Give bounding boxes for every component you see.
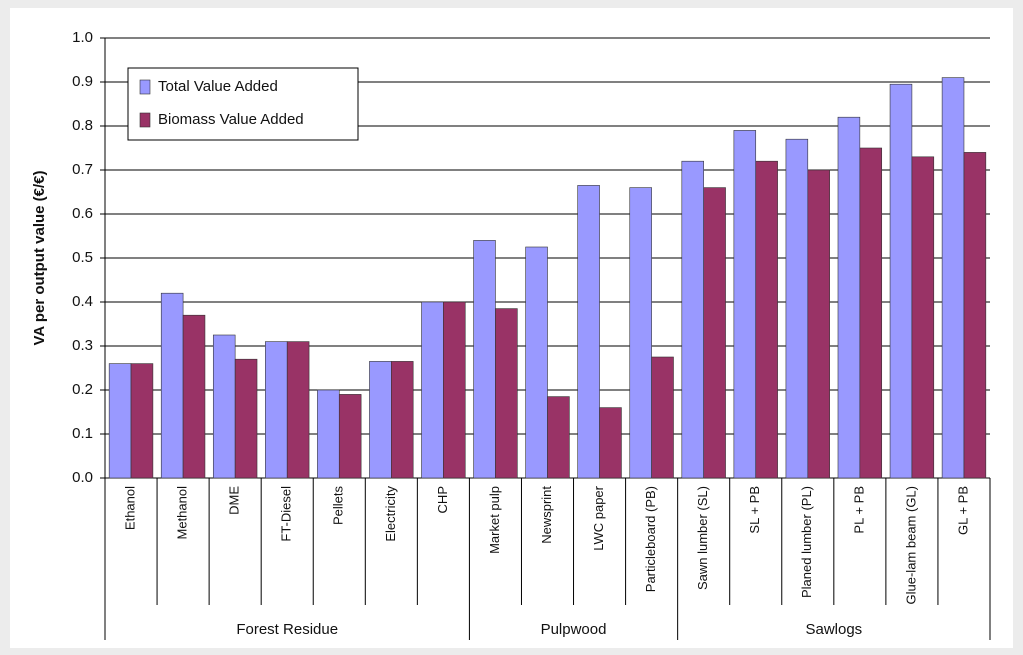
x-tick-label: GL + PB <box>955 486 970 535</box>
bar <box>286 341 310 479</box>
bar <box>859 147 883 479</box>
bar <box>703 187 726 479</box>
y-tick-label: 0.3 <box>72 337 93 354</box>
bar <box>495 308 518 479</box>
y-tick-label: 0.0 <box>72 469 93 486</box>
bar <box>755 160 778 479</box>
bar <box>837 116 861 479</box>
x-tick-label: CHP <box>435 486 450 513</box>
legend-label: Total Value Added <box>158 78 278 95</box>
bar <box>911 156 935 479</box>
bar <box>160 292 184 479</box>
x-tick-label: Ethanol <box>122 486 137 530</box>
bar <box>547 396 570 479</box>
bar <box>130 363 154 479</box>
bar <box>629 187 652 479</box>
bar <box>182 314 206 479</box>
x-tick-label: Glue-lam beam (GL) <box>903 486 918 604</box>
x-tick-label: Particleboard (PB) <box>643 486 658 592</box>
y-tick-label: 0.2 <box>72 381 93 398</box>
x-tick-label: Planed lumber (PL) <box>799 486 814 598</box>
bar <box>369 361 392 479</box>
bar <box>963 152 987 479</box>
y-tick-label: 0.9 <box>72 73 93 90</box>
legend-swatch <box>139 112 151 128</box>
bar <box>733 130 757 479</box>
x-tick-label: Newsprint <box>539 486 554 544</box>
legend-label: Biomass Value Added <box>158 111 304 128</box>
bar <box>212 334 236 479</box>
bar <box>338 394 362 479</box>
bar <box>941 77 965 479</box>
bar <box>473 240 496 479</box>
x-tick-label: Pellets <box>331 486 346 526</box>
bar <box>317 389 340 479</box>
x-tick-label: DME <box>227 486 242 515</box>
bar <box>577 185 600 479</box>
y-tick-label: 0.8 <box>72 117 93 134</box>
bar <box>108 363 132 479</box>
x-tick-label: LWC paper <box>591 485 606 550</box>
x-tick-label: SL + PB <box>747 486 762 534</box>
bar <box>525 246 548 479</box>
y-tick-label: 0.6 <box>72 205 93 222</box>
bar <box>265 341 288 479</box>
legend-box <box>127 67 359 141</box>
group-label: Forest Residue <box>236 621 338 638</box>
y-axis-title: VA per output value (€/€) <box>31 170 48 345</box>
y-tick-label: 1.0 <box>72 29 93 46</box>
y-tick-label: 0.5 <box>72 249 93 266</box>
group-label: Sawlogs <box>805 621 862 638</box>
bar <box>599 407 622 479</box>
x-tick-label: FT-Diesel <box>279 486 294 542</box>
x-tick-label: PL + PB <box>851 486 866 534</box>
x-tick-label: Electricity <box>383 486 398 542</box>
y-tick-label: 0.7 <box>72 161 93 178</box>
group-label: Pulpwood <box>541 621 607 638</box>
x-tick-label: Methanol <box>175 486 190 540</box>
bar <box>651 356 674 479</box>
y-tick-label: 0.4 <box>72 293 93 310</box>
bar <box>443 301 466 479</box>
bar <box>889 83 913 479</box>
bar <box>785 138 809 479</box>
x-tick-label: Market pulp <box>487 486 502 554</box>
y-tick-label: 0.1 <box>72 425 93 442</box>
legend-swatch <box>139 79 151 95</box>
bar <box>681 160 704 479</box>
bar <box>391 361 414 479</box>
bar <box>421 301 444 479</box>
x-tick-label: Sawn lumber (SL) <box>695 486 710 590</box>
bar <box>234 358 258 479</box>
bar <box>807 169 830 479</box>
